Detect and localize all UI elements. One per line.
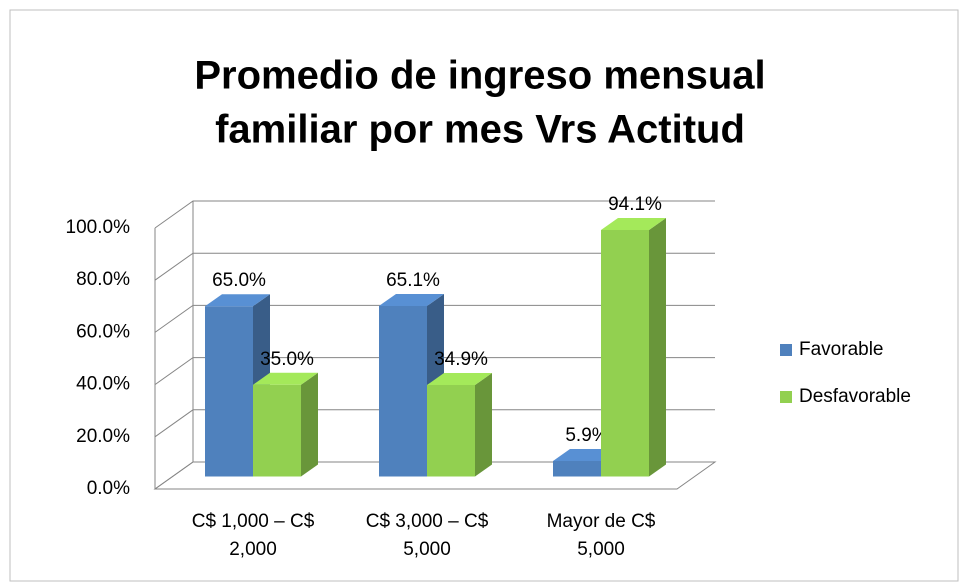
bar-face	[205, 294, 270, 307]
grid-line	[154, 461, 715, 490]
data-label: 65.1%	[386, 270, 440, 291]
legend-swatch	[780, 391, 792, 403]
y-tick-label: 40.0%	[76, 374, 130, 395]
legend-swatch	[780, 344, 792, 356]
chart-title: familiar por mes Vrs Actitud	[215, 108, 745, 152]
y-tick-label: 60.0%	[76, 321, 130, 342]
data-label: 35.0%	[260, 349, 314, 370]
data-label: 65.0%	[212, 270, 266, 291]
bar-face	[253, 372, 318, 385]
y-tick-label: 20.0%	[76, 426, 130, 447]
grid-line	[154, 252, 715, 281]
data-label: 34.9%	[434, 349, 488, 370]
x-tick-label: C$ 3,000 – C$ 5,000	[365, 511, 489, 560]
x-tick-label: C$ 1,000 – C$ 2,000	[191, 511, 315, 560]
bar-face	[205, 306, 253, 477]
legend-label: Desfavorable	[799, 386, 911, 407]
chart-border	[9, 9, 959, 582]
bar-face	[601, 229, 649, 477]
y-tick-label: 100.0%	[66, 217, 131, 238]
x-tick-label: Mayor de C$ 5,000	[546, 511, 656, 560]
bar	[601, 217, 666, 477]
bar-face	[253, 384, 301, 477]
legend-label: Favorable	[799, 339, 884, 360]
grid-line	[154, 409, 715, 438]
grid-line	[154, 304, 715, 333]
bar	[253, 372, 318, 477]
bar-face	[649, 217, 666, 477]
data-label: 94.1%	[608, 194, 662, 215]
bar-face	[553, 461, 601, 477]
bar-face	[379, 293, 444, 306]
data-label: 5.9%	[565, 425, 608, 446]
y-tick-label: 80.0%	[76, 269, 130, 290]
bar	[427, 373, 492, 477]
bar-face	[475, 373, 492, 477]
grid-line	[154, 200, 715, 229]
y-tick-label: 0.0%	[87, 478, 130, 499]
bar-face	[379, 305, 427, 477]
bar-face	[601, 217, 666, 230]
chart-title: Promedio de ingreso mensual	[194, 54, 765, 98]
grid-line	[154, 357, 715, 386]
bar-face	[427, 385, 475, 477]
bar-face	[301, 372, 318, 477]
bar-face	[427, 373, 492, 386]
